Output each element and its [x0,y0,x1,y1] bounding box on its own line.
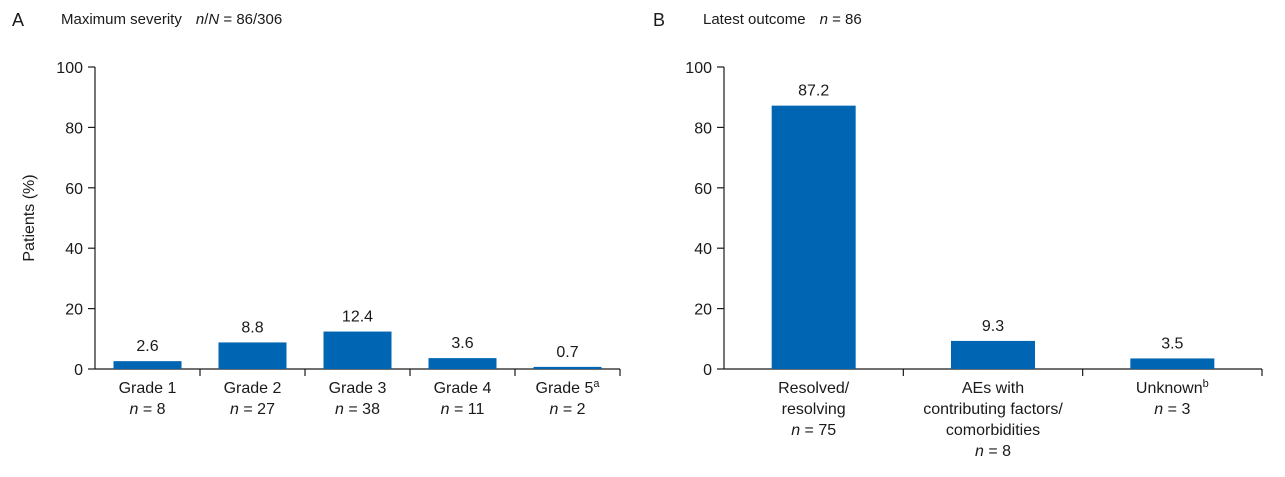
panel-a-y-axis-label: Patients (%) [21,174,38,261]
panel-a-bar [218,342,287,369]
panel-a-value-label: 8.8 [241,319,263,336]
panel-b-title-value: 86 [845,11,862,28]
panel-a-y-tick-label: 60 [65,181,83,198]
panel-a-category-n: n = 27 [230,401,275,418]
panel-b-title: Latest outcome n = 86 [703,11,862,28]
panel-b-title-n: n [820,11,828,28]
panel-b-category-label: Resolved/ [778,380,850,397]
panel-a-bar [428,358,497,369]
panel-a-plot: 0 20 40 60 80 100 2.6 Grade 1 n = 8 8.8 Grade 2 n =… [56,60,621,418]
panel-b: B Latest outcome n = 86 0 20 40 60 80 100 87.2 R… [653,10,1263,460]
panel-b-y-tick-label: 60 [694,181,712,198]
panel-a-title-text: Maximum severity [61,11,182,28]
panel-b-value-label: 87.2 [798,83,829,100]
panel-b-y-tick-label: 100 [685,60,712,77]
panel-b-category-label: AEs with [962,380,1024,397]
panel-b-category-label: resolving [782,401,846,418]
panel-b-title-text: Latest outcome [703,11,806,28]
panel-a-category-label: Grade 2 [224,380,282,397]
panel-a-category-label: Grade 5a [536,378,601,397]
panel-a-y-tick-label: 20 [65,302,83,319]
panel-a-title: Maximum severity n/N = 86/306 [61,11,282,28]
panel-b-title-eq: = [828,11,845,28]
panel-a-title-n: n [196,11,204,28]
panel-b-category-label: comorbidities [946,422,1040,439]
panel-b-value-label: 3.5 [1161,335,1183,352]
panel-a-bar [323,331,392,369]
panel-b-category-n: n = 75 [791,422,836,439]
panel-a-y-tick-label: 80 [65,120,83,137]
panel-b-bar [1130,358,1215,369]
panel-a-y-tick-label: 0 [74,362,83,379]
panel-a-category-n: n = 11 [441,401,485,418]
panel-b-category-label: Unknownb [1136,378,1209,397]
panel-a-category-label: Grade 1 [119,380,177,397]
panel-a-value-label: 2.6 [136,338,158,355]
panel-b-category-label: contributing factors/ [923,401,1063,418]
panel-a-value-label: 3.6 [451,335,473,352]
panel-a-value-label: 12.4 [342,309,373,326]
panel-b-letter: B [653,10,665,30]
panel-a-category-n: n = 2 [549,401,585,418]
panel-a-value-label: 0.7 [556,344,578,361]
panel-b-plot: 0 20 40 60 80 100 87.2 Resolved/resolving n = 75… [685,60,1263,460]
panel-b-value-label: 9.3 [982,318,1004,335]
panel-a-bar [113,361,182,369]
panel-b-y-tick-label: 80 [694,120,712,137]
panel-b-y-tick-label: 40 [694,241,712,258]
panel-b-category-n: n = 3 [1154,401,1190,418]
panel-b-y-tick-label: 0 [703,362,712,379]
panel-a-y-tick-label: 40 [65,241,83,258]
panel-a-letter: A [12,10,24,30]
panel-b-y-tick-label: 20 [694,302,712,319]
panel-b-bar [771,105,856,369]
panel-a-category-n: n = 38 [335,401,380,418]
panel-a-category-label: Grade 3 [329,380,387,397]
panel-a-category-n: n = 8 [129,401,165,418]
panel-a-title-N: N [208,11,219,28]
panel-b-category-n: n = 8 [975,443,1011,460]
panel-a-bar [533,366,602,369]
panel-a-title-eq: = [219,11,236,28]
panel-a-title-slash: / [204,11,209,28]
panel-a-title-value: 86/306 [236,11,282,28]
panel-a: A Maximum severity n/N = 86/306 Patients … [12,10,621,418]
panel-b-bar [951,340,1035,369]
panel-a-y-tick-label: 100 [56,60,83,77]
panel-a-category-label: Grade 4 [434,380,492,397]
